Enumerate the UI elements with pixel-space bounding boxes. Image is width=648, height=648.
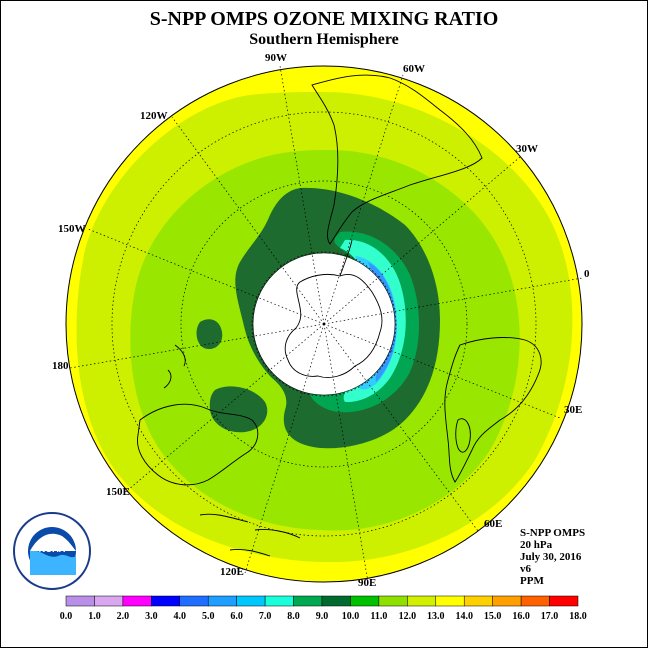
- antarctic-peninsula: [339, 239, 353, 277]
- colorbar-tick-label: 15.0: [483, 611, 502, 622]
- colorbar-tick-label: 16.0: [512, 611, 530, 622]
- antarctica-coastline: [284, 273, 383, 378]
- info-units: PPM: [520, 575, 544, 587]
- lon-label-180: 180: [52, 360, 69, 372]
- lon-label-120e: 120E: [220, 566, 244, 578]
- lon-label-90e: 90E: [358, 577, 377, 589]
- south-america-coastline: [311, 74, 483, 245]
- africa-coastline: [444, 337, 542, 483]
- lon-label-150w: 150W: [58, 223, 86, 235]
- lon-label-120w: 120W: [140, 110, 168, 122]
- lon-label-60w: 60W: [403, 63, 425, 75]
- colorbar-tick-label: 8.0: [287, 611, 300, 622]
- lon-label-30w: 30W: [516, 143, 538, 155]
- colorbar-tick-label: 0.0: [59, 611, 73, 622]
- madagascar-coastline: [455, 418, 471, 453]
- colorbar-tick-label: 3.0: [145, 611, 158, 622]
- lon-label-30e: 30E: [564, 404, 583, 416]
- colorbar-tick-label: 14.0: [455, 611, 473, 622]
- colorbar-tick-label: 9.0: [315, 611, 329, 622]
- coastlines: [137, 74, 542, 557]
- map-subtitle: Southern Hemisphere: [249, 31, 399, 48]
- colorbar-tick-label: 4.0: [173, 611, 187, 622]
- lon-label-0: 0: [584, 268, 590, 280]
- info-satellite: S-NPP OMPS: [520, 527, 586, 539]
- colorbar-tick-label: 1.0: [88, 611, 101, 622]
- info-pressure-level: 20 hPa: [520, 539, 553, 551]
- new-zealand-coastline: [163, 344, 186, 389]
- longitude-graticule: [69, 65, 583, 583]
- colorbar-tick-label: 17.0: [540, 611, 559, 622]
- ozone-patch-10ppm-west: [196, 319, 223, 350]
- colorbar-tick-label: 6.0: [230, 611, 243, 622]
- lon-label-150e: 150E: [106, 486, 130, 498]
- colorbar-tick-label: 18.0: [569, 611, 587, 622]
- australia-coastline: [137, 403, 259, 486]
- colorbar-tick-label: 5.0: [201, 611, 215, 622]
- colorbar-tick-label: 10.0: [341, 611, 360, 622]
- lon-label-90w: 90W: [265, 52, 287, 64]
- lon-label-60e: 60E: [484, 518, 503, 530]
- colorbar-tick-label: 2.0: [116, 611, 130, 622]
- info-version: v6: [520, 563, 531, 575]
- info-date: July 30, 2016: [520, 551, 582, 563]
- colorbar-tick-label: 12.0: [398, 611, 417, 622]
- latitude-graticule: [111, 111, 537, 537]
- colorbar-tick-label: 7.0: [258, 611, 272, 622]
- indonesia-coastline: [199, 513, 301, 557]
- colorbar-tick-label: 11.0: [370, 611, 388, 622]
- map-title: S-NPP OMPS OZONE MIXING RATIO: [149, 8, 499, 30]
- colorbar-tick-label: 13.0: [427, 611, 445, 622]
